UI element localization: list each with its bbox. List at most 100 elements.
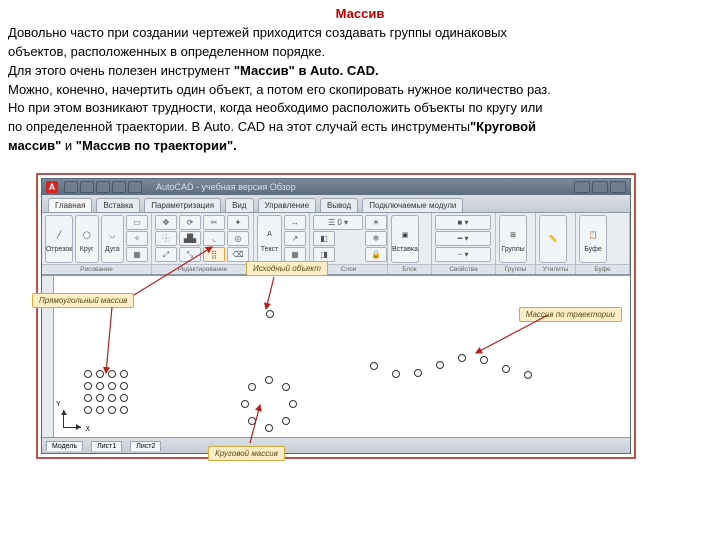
qat-new-icon[interactable] (64, 181, 78, 193)
color-combo[interactable]: ■ ▾ (435, 215, 491, 230)
drawn-circle (120, 370, 128, 378)
paste-label: Буфе (584, 246, 602, 253)
measure-button[interactable]: 📏 (539, 215, 567, 263)
layer-sm1[interactable]: ☀ (365, 215, 387, 230)
draw-sm3-button[interactable]: ▦ (126, 247, 148, 262)
array-button[interactable]: ⣿ (203, 247, 225, 262)
qat-open-icon[interactable] (80, 181, 94, 193)
drawn-circle (108, 406, 116, 414)
drawn-circle (84, 382, 92, 390)
drawn-circle (120, 394, 128, 402)
scale-button[interactable]: ⤡ (179, 247, 201, 262)
insert-button[interactable]: ▣Вставка (391, 215, 419, 263)
layer-sm3[interactable]: 🔒 (365, 247, 387, 262)
para-5a: по определенной траектории. В Auto. CAD … (8, 119, 470, 134)
circle-button[interactable]: ◯ Круг (75, 215, 99, 263)
tab-output[interactable]: Вывод (320, 198, 358, 212)
draw-sm2-button[interactable]: ✧ (126, 231, 148, 246)
tab-view[interactable]: Вид (225, 198, 253, 212)
lt-combo[interactable]: ┈ ▾ (435, 247, 491, 262)
layer-prop-button[interactable]: ◧ (313, 231, 335, 246)
rotate-button[interactable]: ⟳ (179, 215, 201, 230)
para-6c: "Массив по траектории". (76, 138, 237, 153)
drawn-circle (108, 382, 116, 390)
app-logo-icon[interactable]: A (46, 181, 58, 193)
drawn-circle (436, 361, 444, 369)
trim-button[interactable]: ✂ (203, 215, 225, 230)
groups-button[interactable]: ⊞Группы (499, 215, 527, 263)
move-button[interactable]: ✥ (155, 215, 177, 230)
draw-sm1-button[interactable]: ▭ (126, 215, 148, 230)
qat-undo-icon[interactable] (112, 181, 126, 193)
line-button[interactable]: ╱Отрезок (45, 215, 73, 263)
ucs-icon: X Y (60, 407, 84, 431)
layer-combo[interactable]: ☰ 0 ▾ (313, 215, 363, 230)
drawn-circle (480, 356, 488, 364)
tab-plugins[interactable]: Подключаемые модули (362, 198, 463, 212)
mirror-button[interactable]: ▟▙ (179, 231, 201, 246)
drawn-circle (96, 382, 104, 390)
layer-sm2[interactable]: ❄ (365, 231, 387, 246)
leader-button[interactable]: ↗ (284, 231, 306, 246)
stretch-button[interactable]: ⤢ (155, 247, 177, 262)
explode-button[interactable]: ✦ (227, 215, 249, 230)
panel-util: 📏 Утилиты (536, 213, 576, 274)
panel-modify: ✥ ⿻ ⤢ ⟳ ▟▙ ⤡ ✂ ◟ ⣿ ✦ (152, 213, 254, 274)
sheet-2[interactable]: Лист2 (130, 441, 161, 451)
panel-draw-label: Рисование (42, 264, 151, 274)
page-title: Массив (8, 6, 712, 23)
drawn-circle (282, 383, 290, 391)
circle-icon: ◯ (78, 226, 96, 244)
panel-groups: ⊞Группы Группы (496, 213, 536, 274)
drawn-circle (96, 394, 104, 402)
ribbon: ╱Отрезок ◯ Круг ◡Дуга ▭ ✧ ▦ Рисование ✥ ⿻ (42, 213, 630, 275)
layer-iso-button[interactable]: ◨ (313, 247, 335, 262)
drawn-circle (458, 354, 466, 362)
tab-home[interactable]: Главная (48, 198, 92, 212)
drawn-circle (96, 406, 104, 414)
qat-save-icon[interactable] (96, 181, 110, 193)
panel-util-label: Утилиты (536, 264, 575, 274)
table-button[interactable]: ▦ (284, 247, 306, 262)
callout-path: Массив по траектории (519, 307, 622, 322)
description-text: Массив Довольно часто при создании черте… (0, 0, 720, 159)
arc-button[interactable]: ◡Дуга (101, 215, 125, 263)
ribbon-tabs: Главная Вставка Параметризация Вид Управ… (42, 195, 630, 213)
qat-redo-icon[interactable] (128, 181, 142, 193)
panel-props-label: Свойства (432, 264, 495, 274)
lw-combo[interactable]: ━ ▾ (435, 231, 491, 246)
sheet-model[interactable]: Модель (46, 441, 83, 451)
drawn-circle (282, 417, 290, 425)
erase-button[interactable]: ⌫ (227, 247, 249, 262)
titlebar-text: AutoCAD - учебная версия Обзор (156, 182, 296, 192)
drawn-circle (108, 394, 116, 402)
fillet-button[interactable]: ◟ (203, 231, 225, 246)
insert-label: Вставка (392, 246, 418, 253)
circle-label: Круг (80, 246, 94, 253)
panel-modify-label: Редактирование (152, 264, 253, 274)
panel-draw: ╱Отрезок ◯ Круг ◡Дуга ▭ ✧ ▦ Рисование (42, 213, 152, 274)
dim-button[interactable]: ↔ (284, 215, 306, 230)
drawing-canvas[interactable]: X Y (54, 276, 630, 437)
paste-button[interactable]: 📋Буфе (579, 215, 607, 263)
tab-parametric[interactable]: Параметризация (144, 198, 221, 212)
drawn-circle (84, 394, 92, 402)
status-bar: Модель Лист1 Лист2 (42, 437, 630, 453)
drawn-circle (265, 424, 273, 432)
text-button[interactable]: AТекст (257, 215, 282, 263)
drawn-circle (84, 406, 92, 414)
line-label: Отрезок (46, 246, 72, 253)
offset-button[interactable]: ◎ (227, 231, 249, 246)
drawn-circle (392, 370, 400, 378)
panel-block-label: Блок (388, 264, 431, 274)
tab-manage[interactable]: Управление (258, 198, 316, 212)
copy-button[interactable]: ⿻ (155, 231, 177, 246)
close-button[interactable] (610, 181, 626, 193)
drawn-circle (414, 369, 422, 377)
tab-insert[interactable]: Вставка (96, 198, 140, 212)
minimize-button[interactable] (574, 181, 590, 193)
panel-clip: 📋Буфе Буфе (576, 213, 630, 274)
drawn-circle (241, 400, 249, 408)
maximize-button[interactable] (592, 181, 608, 193)
sheet-1[interactable]: Лист1 (91, 441, 122, 451)
